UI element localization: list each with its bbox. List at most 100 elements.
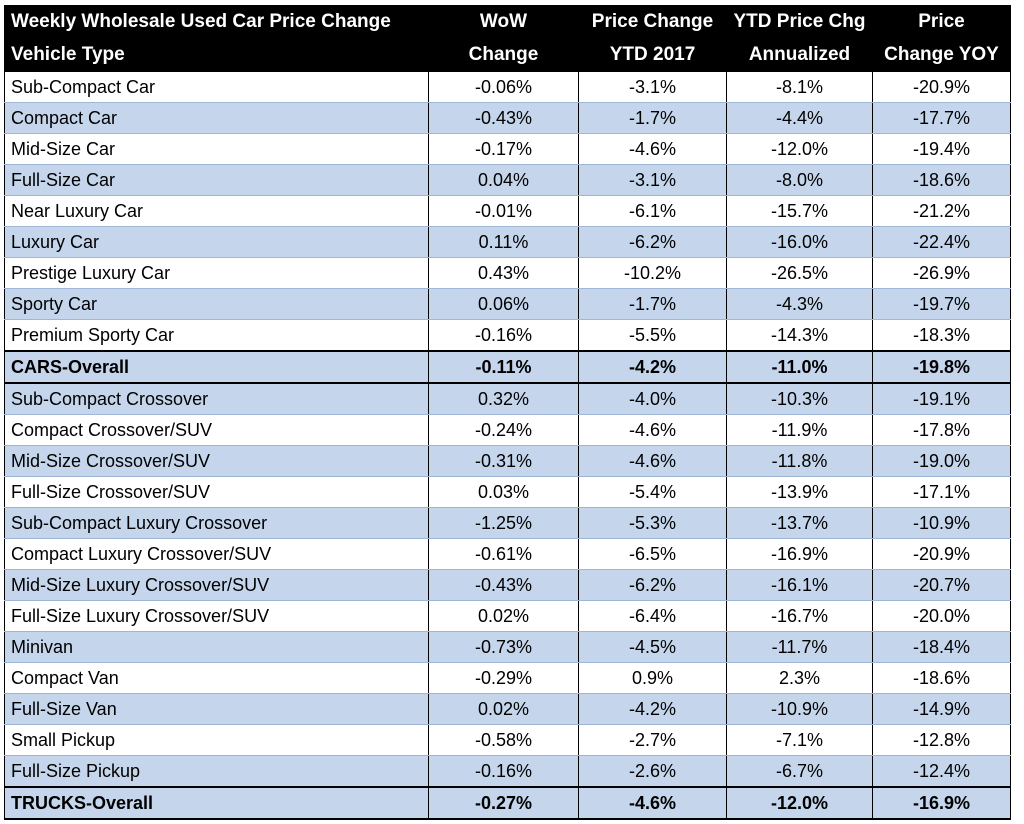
- ytd-annualized-cell: -13.7%: [726, 507, 873, 539]
- table-row: CARS-Overall -0.11% -4.2% -11.0% -19.8%: [4, 350, 1011, 384]
- yoy-change-cell: -19.1%: [872, 383, 1011, 415]
- wow-change-cell: 0.06%: [428, 288, 579, 320]
- wow-change-cell: -0.43%: [428, 102, 579, 134]
- table-row: Mid-Size Car -0.17% -4.6% -12.0% -19.4%: [4, 133, 1011, 165]
- table-row: Full-Size Pickup -0.16% -2.6% -6.7% -12.4%: [4, 755, 1011, 788]
- header-yoy-line1: Price: [872, 5, 1011, 39]
- wow-change-cell: 0.02%: [428, 600, 579, 632]
- ytd-change-cell: -4.6%: [578, 133, 727, 165]
- price-change-table: Weekly Wholesale Used Car Price Change W…: [4, 5, 1011, 820]
- header-annualized-line1: YTD Price Chg: [726, 5, 873, 39]
- table-row: Full-Size Van 0.02% -4.2% -10.9% -14.9%: [4, 693, 1011, 725]
- ytd-change-cell: -10.2%: [578, 257, 727, 289]
- yoy-change-cell: -18.4%: [872, 631, 1011, 663]
- ytd-change-cell: -6.4%: [578, 600, 727, 632]
- wow-change-cell: -0.73%: [428, 631, 579, 663]
- table-row: Sub-Compact Crossover 0.32% -4.0% -10.3% -19…: [4, 383, 1011, 415]
- ytd-annualized-cell: -7.1%: [726, 724, 873, 756]
- table-row: Sub-Compact Luxury Crossover -1.25% -5.3% -…: [4, 507, 1011, 539]
- ytd-change-cell: -6.2%: [578, 569, 727, 601]
- vehicle-type-cell: Mid-Size Car: [4, 133, 429, 165]
- vehicle-type-cell: Full-Size Luxury Crossover/SUV: [4, 600, 429, 632]
- wow-change-cell: 0.04%: [428, 164, 579, 196]
- ytd-change-cell: -5.4%: [578, 476, 727, 508]
- ytd-change-cell: -4.2%: [578, 693, 727, 725]
- yoy-change-cell: -18.6%: [872, 662, 1011, 694]
- yoy-change-cell: -26.9%: [872, 257, 1011, 289]
- wow-change-cell: -0.24%: [428, 414, 579, 446]
- table-row: Full-Size Luxury Crossover/SUV 0.02% -6.4%…: [4, 600, 1011, 632]
- ytd-annualized-cell: -26.5%: [726, 257, 873, 289]
- ytd-change-cell: -4.6%: [578, 414, 727, 446]
- vehicle-type-cell: TRUCKS-Overall: [4, 786, 429, 820]
- vehicle-type-cell: Mid-Size Crossover/SUV: [4, 445, 429, 477]
- table-row: Minivan -0.73% -4.5% -11.7% -18.4%: [4, 631, 1011, 663]
- ytd-annualized-cell: -16.9%: [726, 538, 873, 570]
- vehicle-type-cell: Sub-Compact Car: [4, 71, 429, 103]
- ytd-annualized-cell: -10.9%: [726, 693, 873, 725]
- ytd-change-cell: -6.2%: [578, 226, 727, 258]
- vehicle-type-cell: Compact Luxury Crossover/SUV: [4, 538, 429, 570]
- ytd-change-cell: -6.1%: [578, 195, 727, 227]
- table-row: Compact Van -0.29% 0.9% 2.3% -18.6%: [4, 662, 1011, 694]
- yoy-change-cell: -19.8%: [872, 350, 1011, 384]
- ytd-annualized-cell: -4.4%: [726, 102, 873, 134]
- wow-change-cell: 0.11%: [428, 226, 579, 258]
- yoy-change-cell: -18.6%: [872, 164, 1011, 196]
- yoy-change-cell: -18.3%: [872, 319, 1011, 352]
- wow-change-cell: -0.11%: [428, 350, 579, 384]
- wow-change-cell: -0.17%: [428, 133, 579, 165]
- ytd-annualized-cell: -13.9%: [726, 476, 873, 508]
- vehicle-type-cell: Sub-Compact Crossover: [4, 383, 429, 415]
- vehicle-type-cell: Full-Size Car: [4, 164, 429, 196]
- yoy-change-cell: -17.8%: [872, 414, 1011, 446]
- ytd-change-cell: -4.0%: [578, 383, 727, 415]
- table-row: Near Luxury Car -0.01% -6.1% -15.7% -21.2%: [4, 195, 1011, 227]
- yoy-change-cell: -16.9%: [872, 786, 1011, 820]
- header-vehicle-type: Vehicle Type: [4, 38, 429, 72]
- wow-change-cell: -0.01%: [428, 195, 579, 227]
- vehicle-type-cell: Full-Size Crossover/SUV: [4, 476, 429, 508]
- wow-change-cell: 0.32%: [428, 383, 579, 415]
- table-row: TRUCKS-Overall -0.27% -4.6% -12.0% -16.9%: [4, 786, 1011, 820]
- wow-change-cell: -0.43%: [428, 569, 579, 601]
- table-row: Compact Crossover/SUV -0.24% -4.6% -11.9% -1…: [4, 414, 1011, 446]
- ytd-change-cell: -4.5%: [578, 631, 727, 663]
- yoy-change-cell: -12.4%: [872, 755, 1011, 788]
- ytd-change-cell: 0.9%: [578, 662, 727, 694]
- ytd-change-cell: -5.5%: [578, 319, 727, 352]
- wow-change-cell: -0.61%: [428, 538, 579, 570]
- yoy-change-cell: -10.9%: [872, 507, 1011, 539]
- ytd-annualized-cell: -15.7%: [726, 195, 873, 227]
- vehicle-type-cell: Minivan: [4, 631, 429, 663]
- table-row: Compact Car -0.43% -1.7% -4.4% -17.7%: [4, 102, 1011, 134]
- ytd-change-cell: -5.3%: [578, 507, 727, 539]
- table-row: Full-Size Crossover/SUV 0.03% -5.4% -13.9% -…: [4, 476, 1011, 508]
- ytd-change-cell: -6.5%: [578, 538, 727, 570]
- ytd-annualized-cell: -14.3%: [726, 319, 873, 352]
- yoy-change-cell: -19.0%: [872, 445, 1011, 477]
- ytd-annualized-cell: 2.3%: [726, 662, 873, 694]
- vehicle-type-cell: Sporty Car: [4, 288, 429, 320]
- ytd-change-cell: -2.7%: [578, 724, 727, 756]
- ytd-annualized-cell: -10.3%: [726, 383, 873, 415]
- vehicle-type-cell: Full-Size Pickup: [4, 755, 429, 788]
- table-row: Luxury Car 0.11% -6.2% -16.0% -22.4%: [4, 226, 1011, 258]
- ytd-annualized-cell: -16.0%: [726, 226, 873, 258]
- wow-change-cell: -0.16%: [428, 319, 579, 352]
- yoy-change-cell: -20.7%: [872, 569, 1011, 601]
- yoy-change-cell: -14.9%: [872, 693, 1011, 725]
- ytd-change-cell: -4.6%: [578, 445, 727, 477]
- yoy-change-cell: -17.7%: [872, 102, 1011, 134]
- yoy-change-cell: -20.9%: [872, 71, 1011, 103]
- ytd-change-cell: -1.7%: [578, 288, 727, 320]
- header-title: Weekly Wholesale Used Car Price Change: [4, 5, 429, 39]
- wow-change-cell: 0.03%: [428, 476, 579, 508]
- ytd-annualized-cell: -6.7%: [726, 755, 873, 788]
- vehicle-type-cell: Prestige Luxury Car: [4, 257, 429, 289]
- vehicle-type-cell: Small Pickup: [4, 724, 429, 756]
- ytd-annualized-cell: -8.0%: [726, 164, 873, 196]
- wow-change-cell: -0.27%: [428, 786, 579, 820]
- table-row: Small Pickup -0.58% -2.7% -7.1% -12.8%: [4, 724, 1011, 756]
- ytd-change-cell: -3.1%: [578, 164, 727, 196]
